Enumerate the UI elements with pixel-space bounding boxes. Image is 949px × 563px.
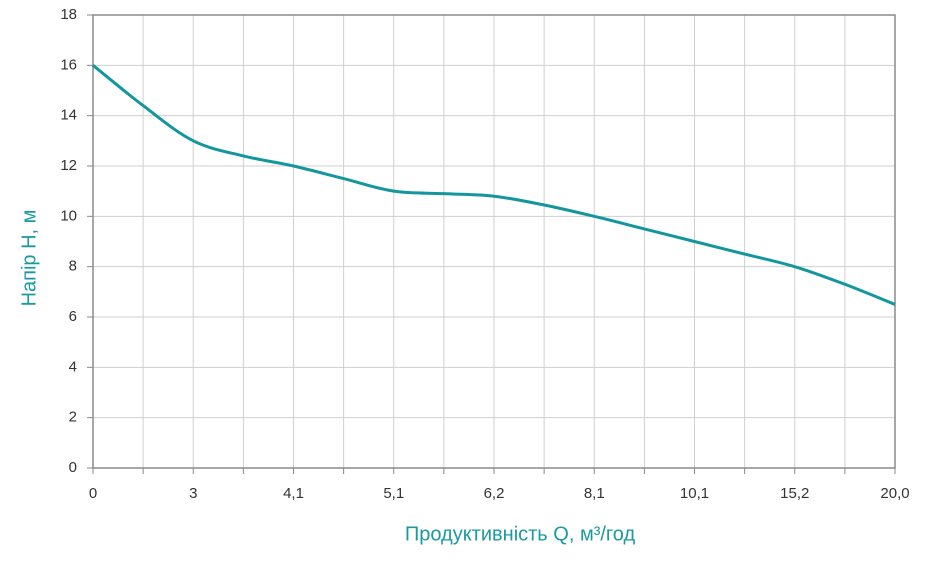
- x-tick-label: 10,1: [680, 485, 709, 502]
- x-tick-label: 20,0: [880, 485, 909, 502]
- x-axis-title: Продуктивність Q, м³/год: [405, 523, 636, 545]
- x-tick-label: 3: [189, 485, 197, 502]
- y-tick-label: 12: [60, 157, 77, 174]
- y-tick-label: 0: [69, 459, 77, 476]
- data-line: [92, 64, 896, 306]
- x-tick-label: 15,2: [780, 485, 809, 502]
- y-tick-label: 2: [69, 409, 77, 426]
- x-tick-label: 0: [89, 485, 97, 502]
- y-tick-label: 10: [60, 207, 77, 224]
- plot-border: [92, 14, 896, 469]
- y-tick-label: 14: [60, 107, 77, 124]
- y-tick-label: 18: [60, 6, 77, 23]
- x-tick-label: 5,1: [383, 485, 404, 502]
- x-tick-label: 6,2: [484, 485, 505, 502]
- y-tick-label: 8: [69, 258, 77, 275]
- x-tick-label: 4,1: [283, 485, 304, 502]
- y-axis-title: Напір H, м: [18, 210, 40, 307]
- y-tick-label: 4: [69, 358, 77, 375]
- x-tick-label: 8,1: [584, 485, 605, 502]
- y-tick-label: 16: [60, 56, 77, 73]
- y-tick-label: 6: [69, 308, 77, 325]
